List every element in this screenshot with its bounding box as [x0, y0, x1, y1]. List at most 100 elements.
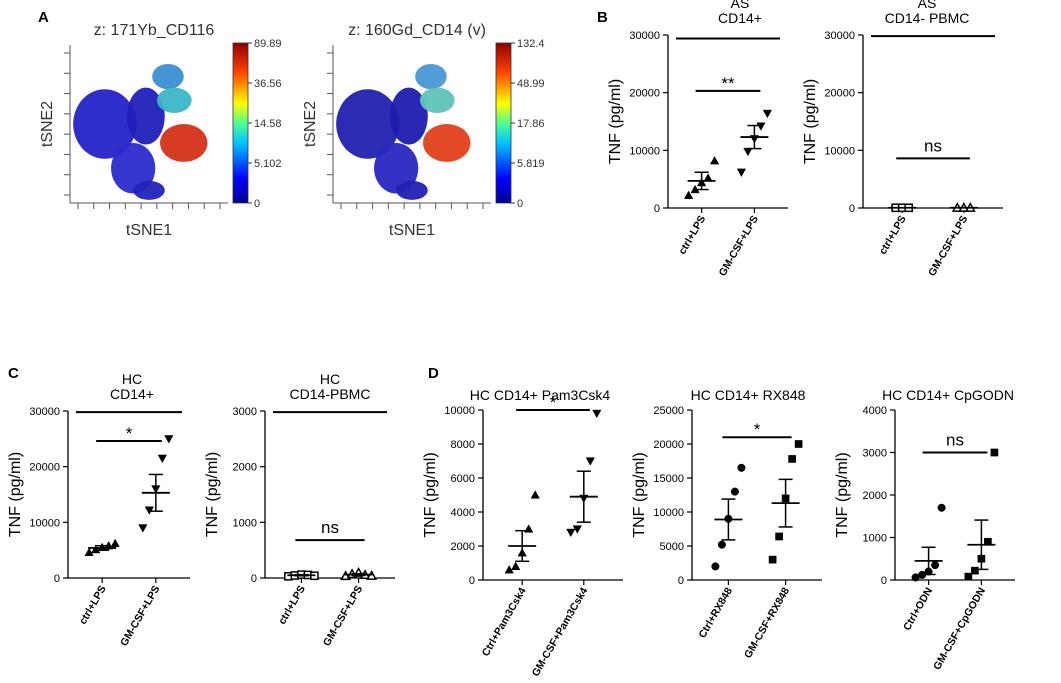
- y-tick-label: 4000: [451, 507, 475, 519]
- plot-title: HC: [320, 371, 340, 387]
- category-label: GM-CSF+LPS: [118, 584, 162, 649]
- y-axis-title: tSNE2: [302, 101, 319, 147]
- significance-label: **: [721, 74, 735, 93]
- data-point: [530, 490, 540, 499]
- y-tick-label: 0: [469, 575, 475, 587]
- plot-title: CD14+: [110, 386, 154, 402]
- y-tick-label: 20000: [629, 88, 660, 100]
- plot-title: CD14+: [718, 10, 762, 26]
- y-tick-label: 4000: [863, 405, 887, 417]
- data-point: [964, 572, 973, 581]
- data-point: [756, 122, 766, 131]
- category-label: GM-CSF+LPS: [321, 584, 365, 649]
- data-point: [138, 524, 148, 533]
- y-tick-label: 0: [251, 573, 257, 585]
- plot-title: AS: [918, 0, 937, 11]
- data-point: [511, 561, 521, 571]
- data-point: [762, 109, 773, 119]
- data-point: [990, 448, 999, 457]
- panel-letter-c: C: [8, 365, 19, 382]
- y-tick-label: 1000: [233, 517, 257, 529]
- y-axis-title: TNF (pg/ml): [204, 452, 221, 537]
- y-tick-label: 8000: [451, 439, 475, 451]
- data-point: [585, 457, 595, 466]
- colorbar-tick-label: 48.99: [517, 78, 545, 90]
- y-tick-label: 1000: [863, 533, 887, 545]
- y-tick-label: 0: [849, 203, 855, 215]
- category-label: GM-CSF+LPS: [926, 214, 970, 279]
- plot-title: CD14- PBMC: [885, 10, 970, 26]
- data-point: [566, 528, 576, 538]
- data-point: [683, 190, 694, 199]
- cluster-blob: [396, 180, 428, 200]
- data-point: [711, 562, 720, 571]
- data-point: [164, 435, 174, 444]
- charts-layer: z: 171Yb_CD116 tSNE1 tSNE2 89.89 36.56 14.58 5…: [7, 0, 1015, 679]
- y-tick-label: 30000: [29, 406, 60, 418]
- colorbar-tick-label: 14.58: [254, 118, 282, 130]
- y-tick-label: 10000: [824, 145, 855, 157]
- x-axis-title: tSNE1: [389, 222, 435, 239]
- plot-D3: HC CD14+ CpGODN 0 1000 2000 3000 4000 Ctrl+ODN…: [834, 387, 1015, 672]
- y-tick-label: 10000: [653, 507, 684, 519]
- panel-letter-b: B: [597, 9, 608, 26]
- plot-D1: HC CD14+ Pam3Csk4 0 2000 4000 6000 8000 10000 C…: [422, 387, 623, 679]
- panel-letter-a: A: [38, 9, 49, 26]
- data-point: [937, 503, 946, 512]
- category-label: ctrl+LPS: [276, 584, 308, 627]
- cluster-blob: [73, 89, 137, 159]
- significance-label: ns: [924, 136, 942, 155]
- plot-title: HC CD14+ RX848: [691, 387, 806, 403]
- data-point: [931, 561, 940, 570]
- y-axis-title: TNF (pg/ml): [631, 452, 648, 537]
- cluster-blob: [415, 63, 447, 90]
- heatmap-title: z: 171Yb_CD116: [94, 22, 215, 39]
- cluster-blob: [336, 89, 400, 159]
- category-label: Ctrl+ODN: [901, 586, 935, 633]
- cluster-blob: [423, 124, 471, 162]
- data-point: [736, 168, 747, 177]
- data-point: [592, 409, 602, 419]
- y-tick-label: 0: [654, 203, 660, 215]
- category-label: Ctrl+Pam3Csk4: [480, 585, 529, 658]
- y-tick-label: 30000: [824, 30, 855, 42]
- y-axis-title: TNF (pg/ml): [7, 452, 24, 537]
- data-point: [709, 155, 720, 165]
- data-point: [110, 538, 120, 548]
- y-tick-label: 10000: [629, 145, 660, 157]
- plot-D2: HC CD14+ RX848 0 5000 10000 15000 20000 25000 C…: [631, 387, 822, 660]
- y-tick-label: 2000: [233, 462, 257, 474]
- y-tick-label: 30000: [629, 30, 660, 42]
- plot-title: AS: [731, 0, 750, 11]
- heatmap-title: z: 160Gd_CD14 (v): [348, 22, 486, 39]
- y-tick-label: 3000: [863, 448, 887, 460]
- y-tick-label: 10000: [29, 517, 60, 529]
- y-axis-title: TNF (pg/ml): [802, 79, 819, 164]
- colorbar-tick-label: 89.89: [254, 38, 282, 50]
- colorbar-tick-label: 36.56: [254, 78, 282, 90]
- cluster-blob: [133, 180, 165, 200]
- category-label: ctrl+LPS: [676, 214, 708, 257]
- data-point: [717, 540, 726, 549]
- plot-title: HC CD14+ Pam3Csk4: [470, 387, 611, 403]
- plot-title: HC: [122, 371, 142, 387]
- data-point: [91, 544, 101, 554]
- y-axis-title: TNF (pg/ml): [607, 79, 624, 164]
- data-point: [84, 547, 94, 557]
- category-label: GM-CSF+CpGODN: [931, 586, 988, 673]
- cluster-blob: [160, 124, 208, 162]
- data-point: [794, 440, 803, 448]
- y-tick-label: 0: [881, 575, 887, 587]
- data-point: [971, 566, 979, 575]
- y-tick-label: 10000: [444, 405, 475, 417]
- y-axis-title: TNF (pg/ml): [834, 452, 851, 537]
- y-tick-label: 0: [678, 575, 684, 587]
- category-label: Ctrl+RX848: [696, 585, 735, 640]
- significance-label: ns: [946, 431, 964, 450]
- cluster-blob: [389, 87, 428, 145]
- cluster-blob: [419, 87, 455, 113]
